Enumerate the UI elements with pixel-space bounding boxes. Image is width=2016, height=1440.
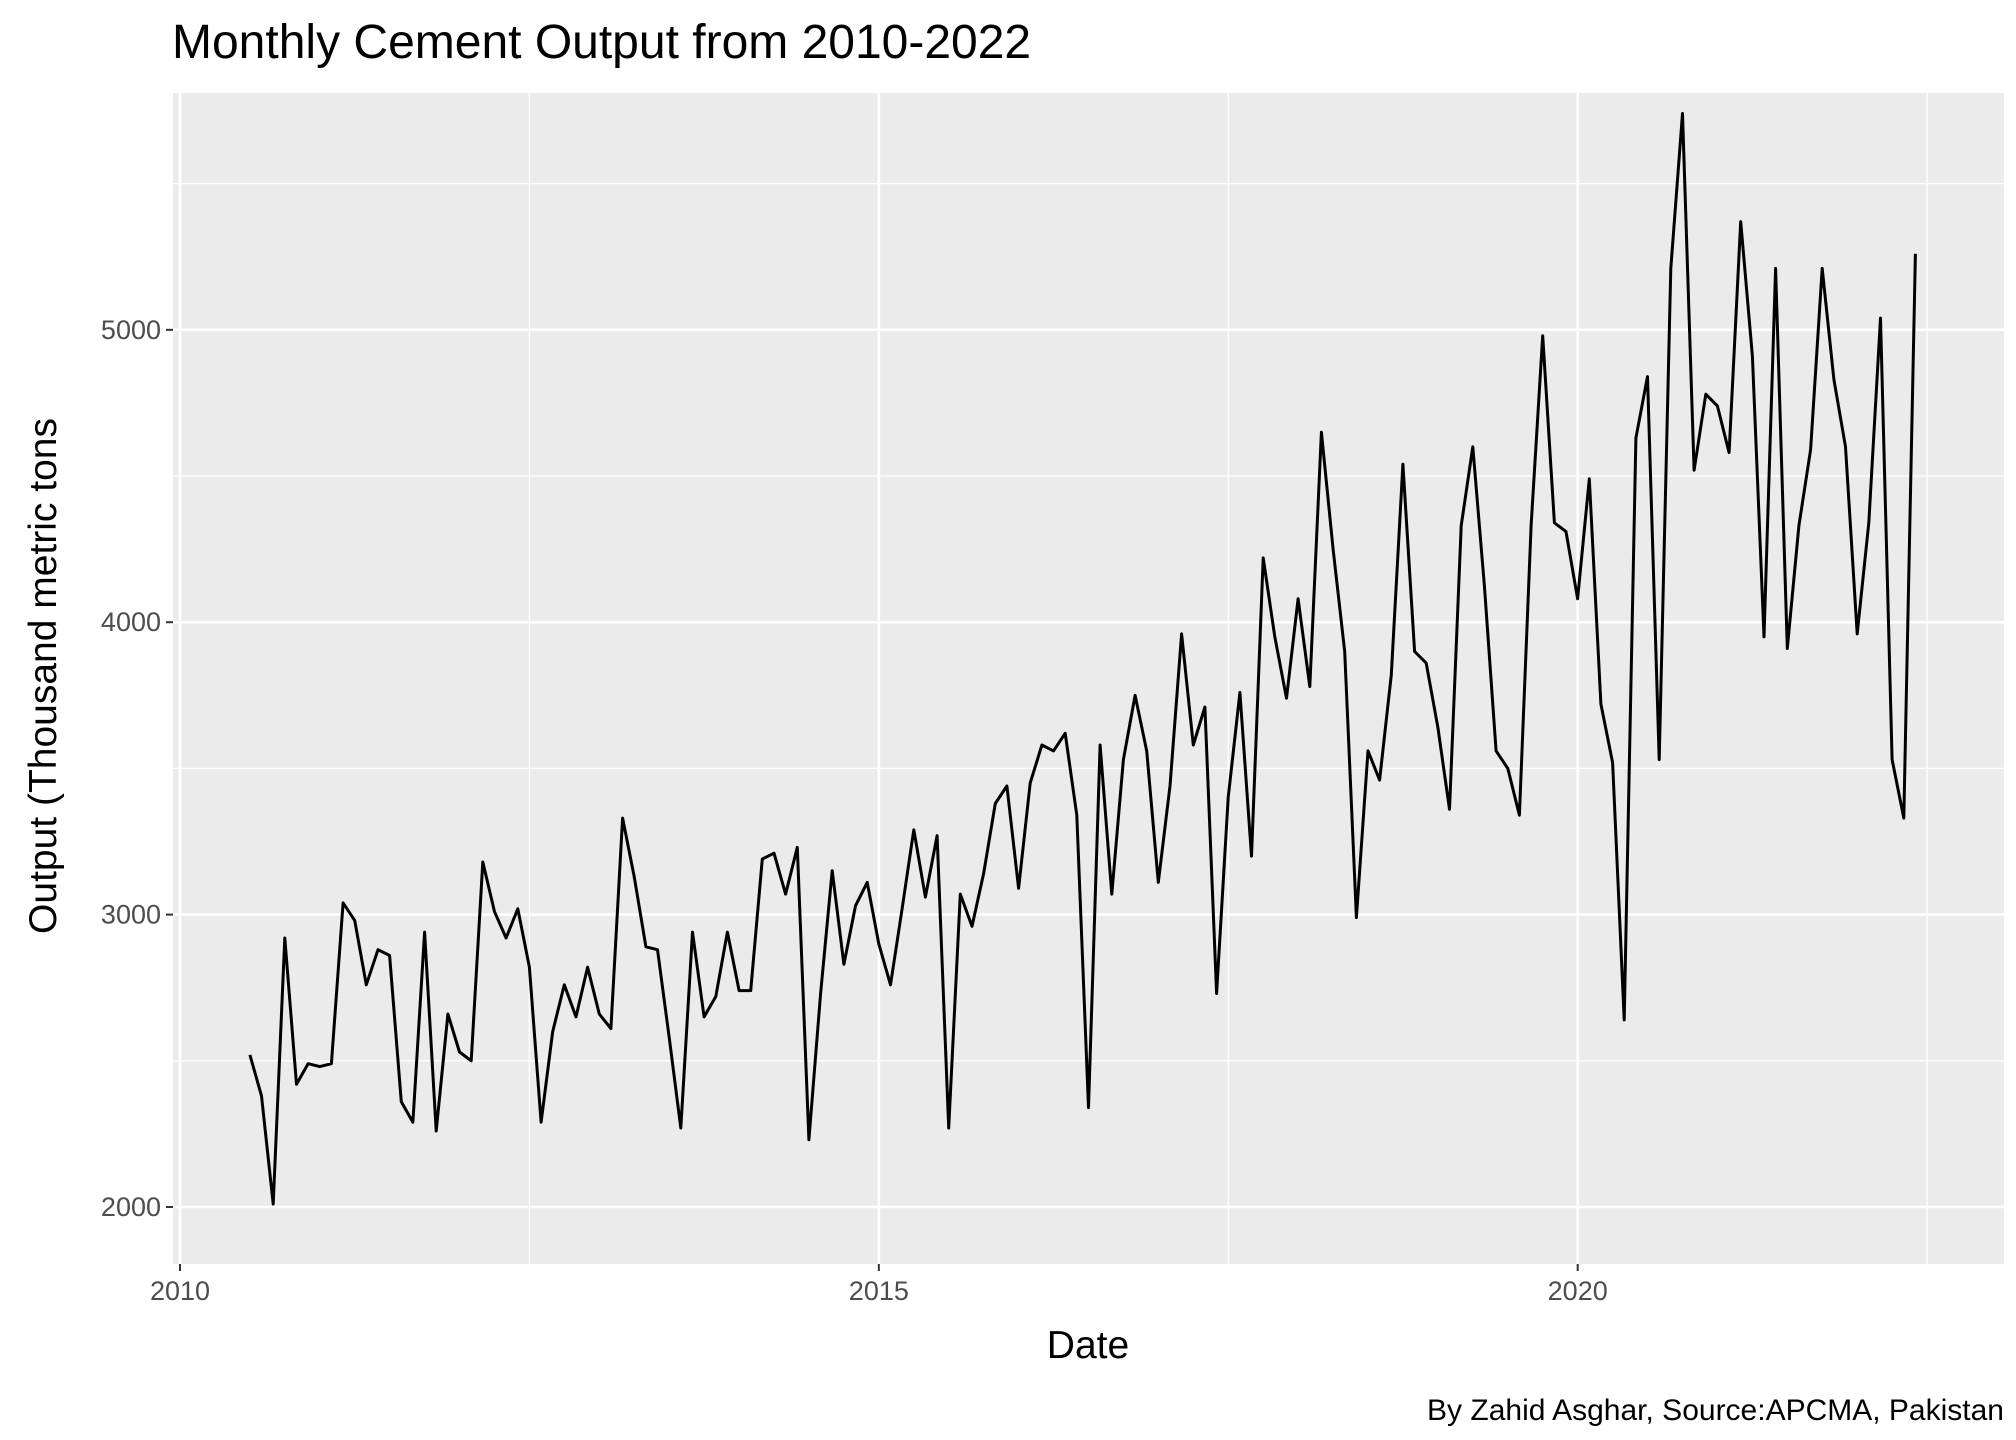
x-tick-label: 2020 [1548, 1276, 1608, 1306]
x-axis-ticks: 2010 2015 2020 [150, 1264, 1608, 1306]
y-axis-ticks: 2000 3000 4000 5000 [101, 315, 173, 1222]
y-tick-label: 5000 [101, 315, 161, 345]
output-series-line [248, 112, 1917, 1206]
x-axis-title: Date [1047, 1324, 1129, 1367]
y-tick-label: 3000 [101, 900, 161, 930]
x-tick-label: 2010 [150, 1276, 210, 1306]
y-tick-label: 2000 [101, 1192, 161, 1222]
chart-caption: By Zahid Asghar, Source:APCMA, Pakistan [1427, 1394, 2004, 1427]
y-axis-title: Output (Thousand metric tons [22, 418, 65, 934]
x-tick-label: 2015 [849, 1276, 909, 1306]
chart-title: Monthly Cement Output from 2010-2022 [172, 16, 1031, 69]
major-gridlines [173, 93, 2004, 1264]
y-tick-label: 4000 [101, 607, 161, 637]
